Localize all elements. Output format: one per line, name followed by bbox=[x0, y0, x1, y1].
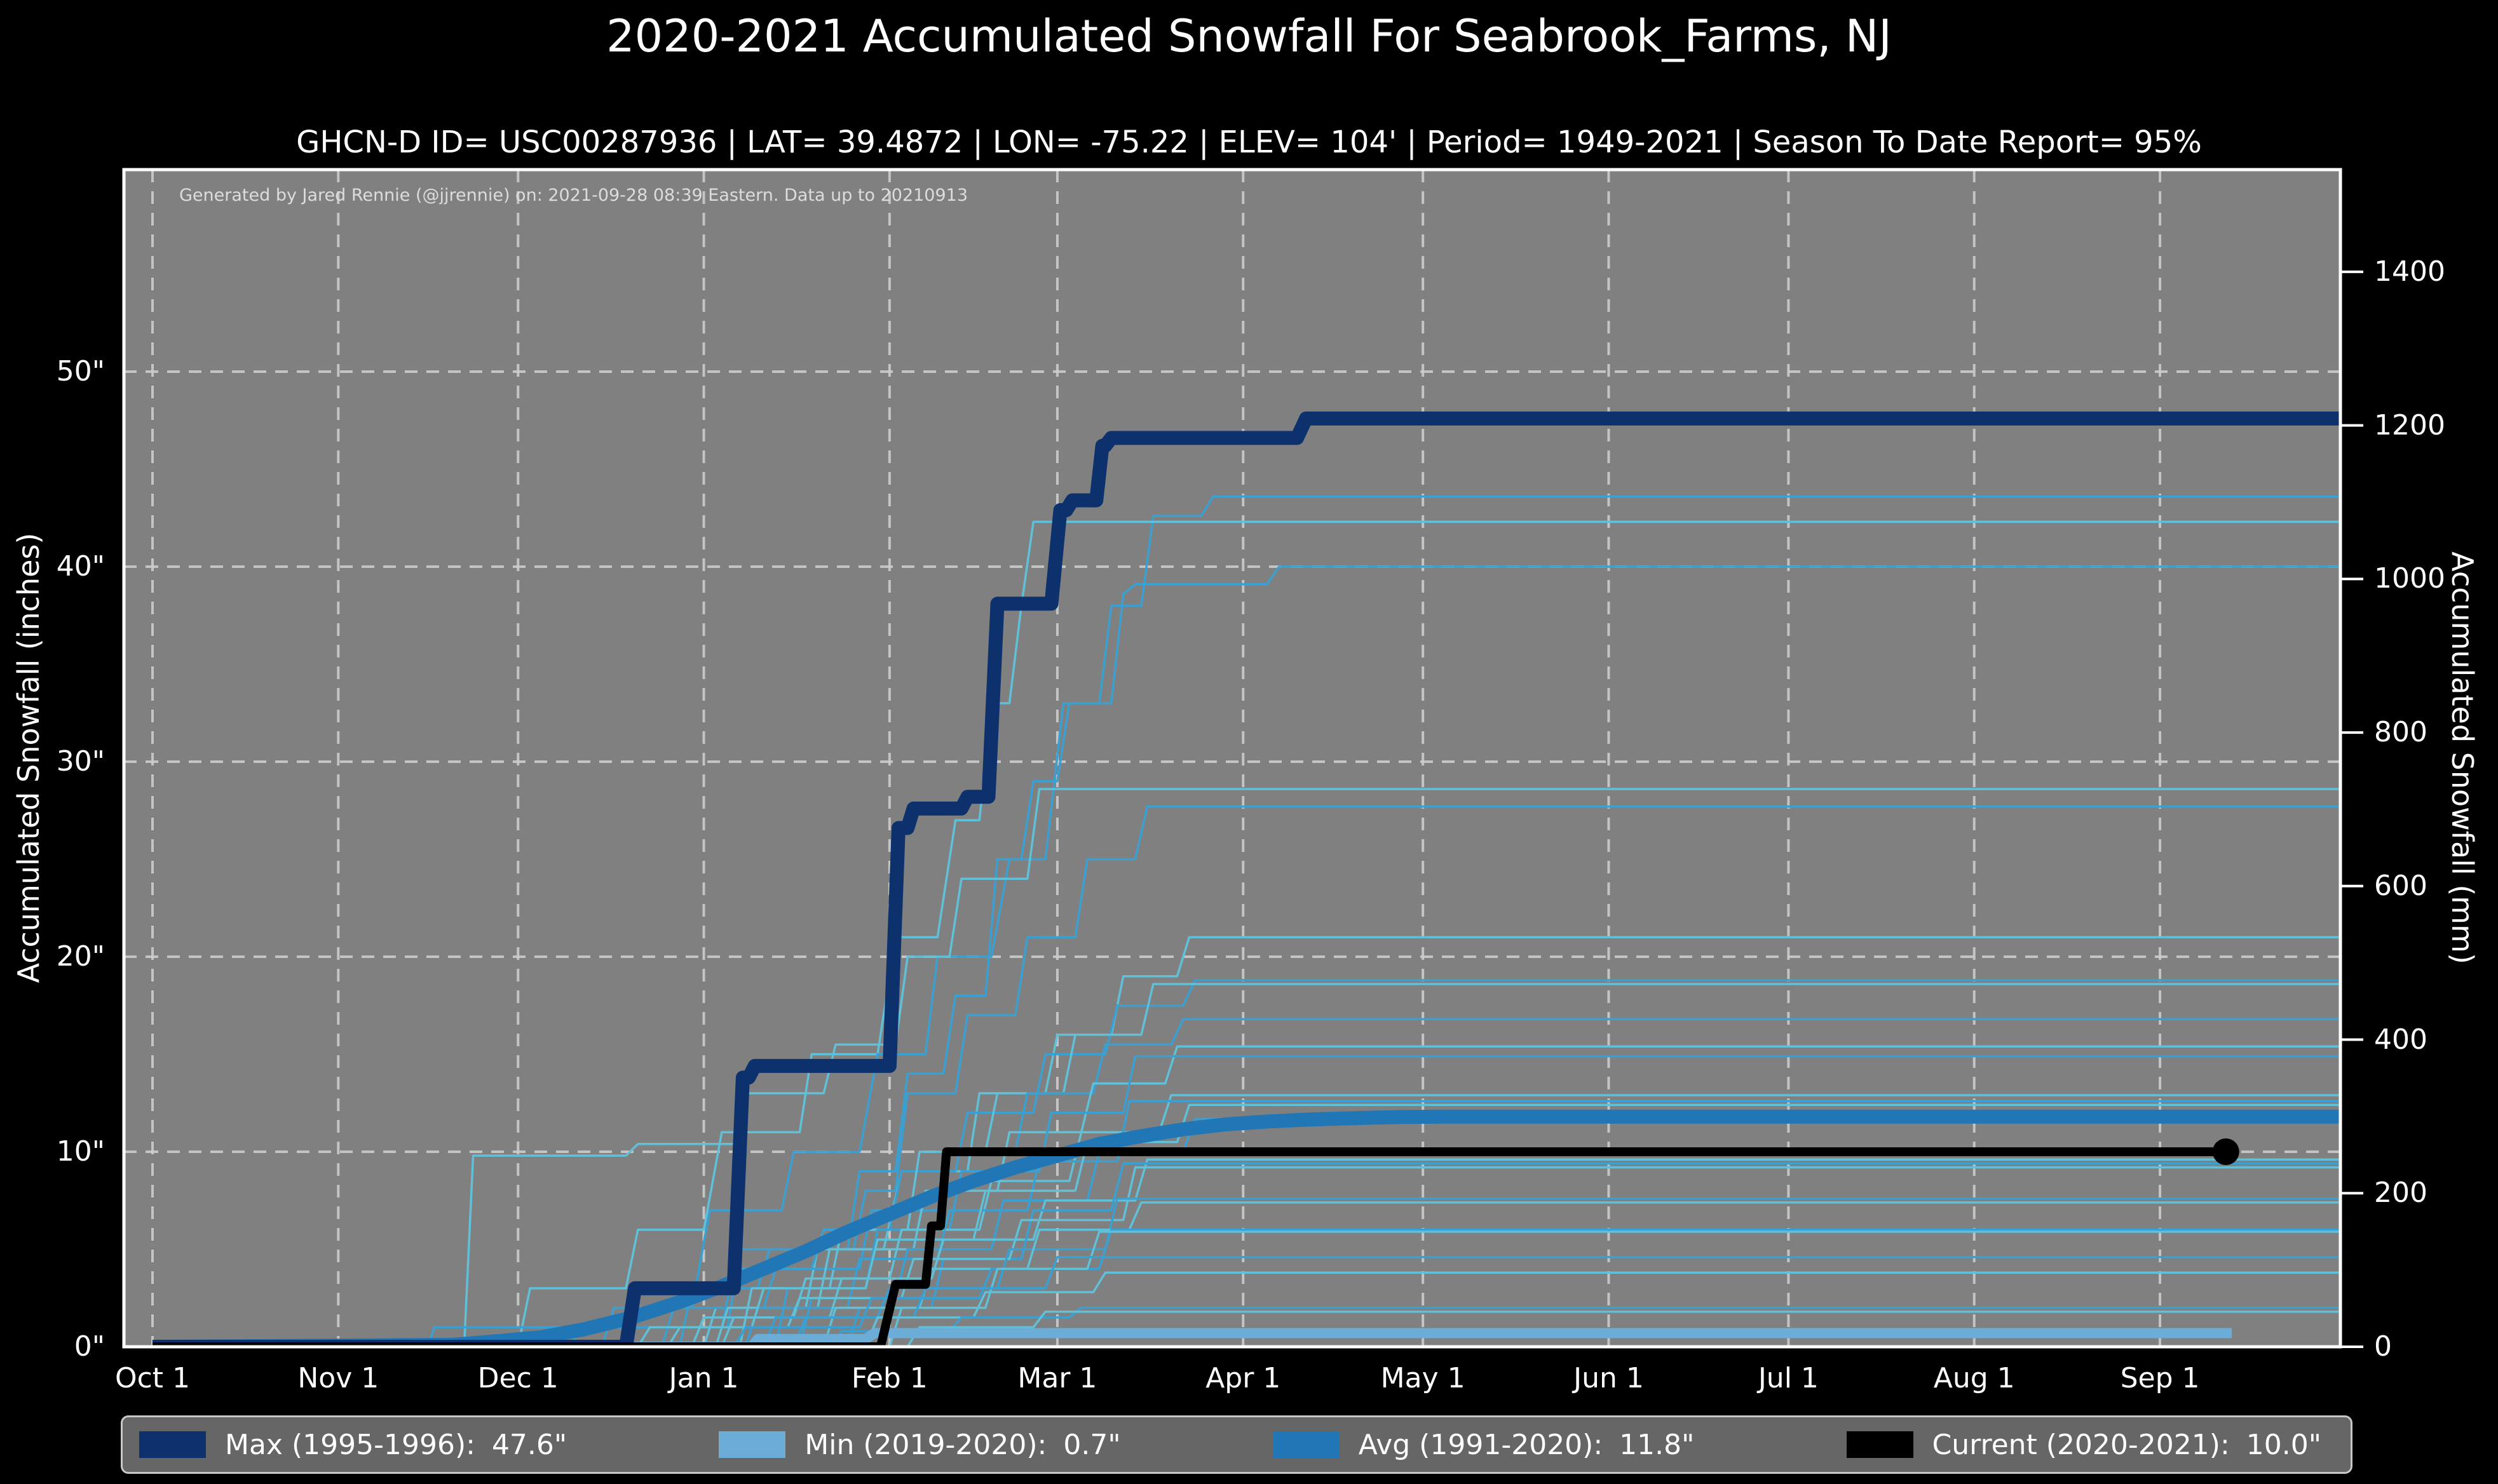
x-tick-label-month: Sep 1 bbox=[2120, 1362, 2200, 1394]
series-line-2019-2020 bbox=[153, 1328, 2232, 1347]
legend-label-max: Max (1995-1996): bbox=[225, 1428, 475, 1461]
x-tick-label-month: Feb 1 bbox=[851, 1362, 928, 1394]
y-tick-label-mm: 200 bbox=[2374, 1177, 2427, 1210]
plot-border bbox=[122, 168, 2342, 1349]
legend-value-avg: 11.8" bbox=[1619, 1428, 1695, 1461]
y-axis-title-mm: Accumulated Snowfall (mm) bbox=[2445, 551, 2480, 964]
x-tick-label-month: Jun 1 bbox=[1573, 1362, 1644, 1394]
season-line-1.8in bbox=[153, 1310, 2340, 1347]
y-tick-label-inches: 50" bbox=[56, 355, 105, 388]
legend-item-current: Current (2020-2021): 10.0" bbox=[1846, 1428, 2321, 1461]
y-tick-label-inches: 0" bbox=[74, 1330, 105, 1363]
attribution-note: Generated by Jared Rennie (@jjrennie) on… bbox=[179, 186, 968, 205]
legend-swatch-current bbox=[1846, 1431, 1913, 1458]
page-subtitle: GHCN-D ID= USC00287936 | LAT= 39.4872 | … bbox=[296, 125, 2202, 160]
season-line-11.7in bbox=[153, 1117, 2340, 1347]
x-tick-label-month: Apr 1 bbox=[1205, 1362, 1281, 1394]
y-tick-label-mm: 1000 bbox=[2374, 562, 2445, 595]
y-tick-label-mm: 0 bbox=[2374, 1330, 2392, 1363]
current-season-end-marker bbox=[2212, 1138, 2239, 1165]
x-tick-label-month: Oct 1 bbox=[114, 1362, 191, 1394]
y-tick-label-mm: 800 bbox=[2374, 716, 2427, 749]
legend-value-current: 10.0" bbox=[2246, 1428, 2321, 1461]
y-tick-label-mm: 400 bbox=[2374, 1023, 2427, 1056]
y-tick-label-inches: 10" bbox=[56, 1135, 105, 1168]
season-line-27.7in bbox=[153, 805, 2340, 1347]
legend-value-min: 0.7" bbox=[1063, 1428, 1121, 1461]
legend-swatch-avg bbox=[1272, 1431, 1340, 1458]
y-tick-label-inches: 40" bbox=[56, 550, 105, 583]
series-group bbox=[152, 411, 2340, 1347]
y-tick-label-mm: 1200 bbox=[2374, 408, 2445, 442]
series-line-1995-1996 bbox=[153, 411, 2340, 1347]
y-tick-label-inches: 30" bbox=[56, 745, 105, 778]
season-line-6in bbox=[153, 1229, 2340, 1347]
legend-item-min: Min (2019-2020): 0.7" bbox=[719, 1428, 1121, 1461]
x-tick-label-month: Jan 1 bbox=[669, 1362, 739, 1394]
x-tick-label-month: Aug 1 bbox=[1933, 1362, 2015, 1394]
legend-item-avg: Avg (1991-2020): 11.8" bbox=[1272, 1428, 1695, 1461]
y-tick-label-mm: 600 bbox=[2374, 869, 2427, 902]
legend-label-min: Min (2019-2020): bbox=[804, 1428, 1047, 1461]
plot-area bbox=[124, 170, 2340, 1347]
season-line-12.4in bbox=[153, 1103, 2340, 1347]
legend-item-max: Max (1995-1996): 47.6" bbox=[139, 1429, 567, 1461]
legend: Max (1995-1996): 47.6" Min (2019-2020): … bbox=[121, 1415, 2352, 1474]
legend-value-max: 47.6" bbox=[491, 1428, 567, 1461]
y-tick-label-mm: 1400 bbox=[2374, 255, 2445, 288]
season-line-9.2in bbox=[153, 1166, 2340, 1347]
legend-swatch-min bbox=[719, 1431, 786, 1458]
y-tick-label-inches: 20" bbox=[56, 940, 105, 973]
legend-label-current: Current (2020-2021): bbox=[1932, 1428, 2230, 1461]
page-title: 2020-2021 Accumulated Snowfall For Seabr… bbox=[606, 10, 1892, 62]
season-line-14.9in bbox=[153, 1055, 2340, 1347]
x-tick-label-month: May 1 bbox=[1380, 1362, 1465, 1394]
x-tick-label-month: Jul 1 bbox=[1758, 1362, 1819, 1394]
x-tick-label-month: Nov 1 bbox=[297, 1362, 379, 1394]
series-line-2020-2021 bbox=[153, 1147, 2226, 1347]
x-tick-label-month: Dec 1 bbox=[477, 1362, 559, 1394]
legend-label-avg: Avg (1991-2020): bbox=[1358, 1428, 1603, 1461]
series-line-1991-2020 bbox=[152, 1109, 2340, 1347]
legend-swatch-max bbox=[139, 1431, 206, 1458]
x-tick-label-month: Mar 1 bbox=[1017, 1362, 1097, 1394]
